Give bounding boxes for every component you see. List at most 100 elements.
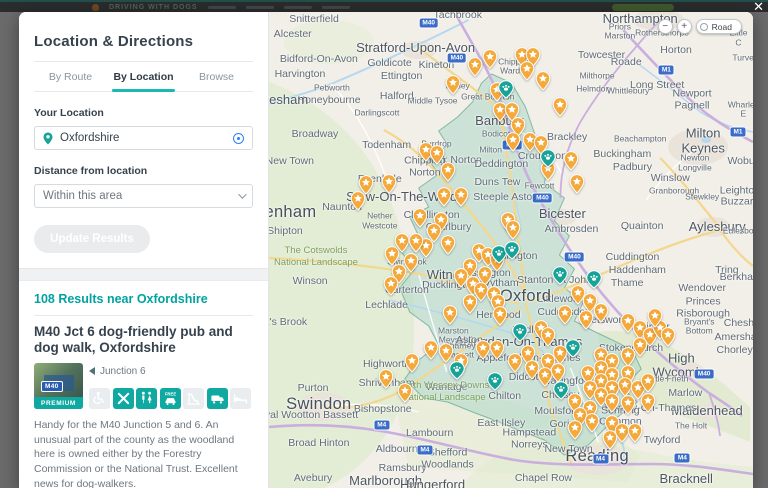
map-place-label: Lambourn — [406, 428, 453, 440]
map-place-label: Halford — [380, 91, 414, 103]
map-place-label: New Town — [544, 444, 592, 456]
map-overlay-layers: SnitterfieldTachbrookNorthamptonRotherst… — [269, 12, 753, 488]
map-pin-paw[interactable] — [498, 80, 514, 104]
map-style-label: Road — [712, 22, 732, 32]
map-pin-star[interactable] — [446, 75, 461, 100]
premium-badge: PREMIUM — [34, 397, 83, 409]
map-place-label: Snitterfield — [289, 14, 339, 26]
map-pin-star[interactable] — [578, 310, 593, 335]
map-place-label: Horton — [660, 45, 692, 57]
map-canvas[interactable]: SnitterfieldTachbrookNorthamptonRotherst… — [268, 12, 753, 488]
map-pin-star[interactable] — [536, 71, 551, 96]
distance-select[interactable]: Within this area — [34, 184, 253, 208]
map-place-label: Towcester — [578, 50, 625, 62]
map-pin-paw[interactable] — [504, 241, 520, 265]
map-zoom-out-button[interactable]: − — [658, 19, 673, 34]
map-pin-paw[interactable] — [553, 381, 569, 405]
map-pin-paw[interactable] — [449, 361, 465, 385]
map-pin-star[interactable] — [568, 420, 583, 445]
location-input[interactable]: Oxfordshire — [34, 126, 253, 150]
result-item[interactable]: M40 Jct 6 dog-friendly pub and dog walk,… — [34, 324, 253, 488]
map-place-label: Royal Wootton Bassett — [268, 410, 358, 422]
map-pin-star[interactable] — [378, 369, 393, 394]
map-place-label: Quainton — [621, 221, 664, 233]
map-pin-star[interactable] — [490, 340, 505, 365]
map-place-label: Bracknell — [659, 472, 712, 486]
amenity-wheelchair-icon — [89, 388, 110, 409]
map-pin-paw[interactable] — [565, 339, 581, 363]
map-place-label: The Holt — [675, 421, 707, 430]
map-place-label: Leighton Buzzard — [720, 185, 753, 208]
map-place-label: Cuddington — [606, 252, 660, 264]
result-title[interactable]: M40 Jct 6 dog-friendly pub and dog walk,… — [34, 324, 253, 357]
map-pin-star[interactable] — [467, 57, 482, 82]
map-pin-star[interactable] — [394, 233, 409, 258]
map-pin-star[interactable] — [463, 294, 478, 319]
map-pin-star[interactable] — [351, 191, 366, 216]
modal-close-button[interactable]: ✕ — [753, 1, 764, 14]
map-pin-star[interactable] — [508, 353, 523, 378]
map-pin-star[interactable] — [440, 235, 455, 260]
tab-browse[interactable]: Browse — [180, 62, 253, 91]
map-road-shield: M40 — [447, 54, 466, 63]
map-place-label: Broad Hinton — [288, 438, 349, 450]
screen: DRIVING WITH DOGS ✕ Location & Direction… — [0, 0, 768, 488]
map-place-label: Marlborough — [349, 474, 422, 488]
map-pin-star[interactable] — [482, 49, 497, 74]
map-pin-star[interactable] — [603, 430, 618, 455]
search-panel: Location & Directions By Route By Locati… — [19, 12, 268, 488]
update-results-button[interactable]: Update Results — [34, 225, 150, 253]
map-pin-star[interactable] — [570, 174, 585, 199]
map-pin-paw[interactable] — [512, 323, 528, 347]
map-pin-star[interactable] — [553, 97, 568, 122]
map-pin-star[interactable] — [383, 276, 398, 301]
map-place-label: Long Street — [630, 80, 684, 92]
use-my-location-icon[interactable] — [233, 133, 244, 144]
map-pin-paw[interactable] — [586, 270, 602, 294]
map-pin-star[interactable] — [381, 174, 396, 199]
result-description: Handy for the M40 Junction 5 and 6. An u… — [34, 418, 253, 488]
map-place-label: Aylesbury — [689, 220, 746, 234]
map-pin-star[interactable] — [408, 233, 423, 258]
tab-by-route[interactable]: By Route — [34, 62, 107, 91]
map-pin-star[interactable] — [558, 305, 573, 330]
map-pin-star[interactable] — [593, 303, 608, 328]
map-pin-paw[interactable] — [487, 372, 503, 396]
map-pin-star[interactable] — [423, 340, 438, 365]
map-place-label: Purton — [298, 383, 329, 395]
map-pin-star[interactable] — [398, 383, 413, 408]
map-place-label: East Ilsley — [477, 418, 525, 430]
map-place-label: t's Brook — [268, 317, 307, 329]
map-pin-paw[interactable] — [540, 149, 556, 173]
map-zoom-in-button[interactable]: + — [677, 19, 692, 34]
section-divider — [19, 268, 268, 281]
map-pin-paw[interactable] — [552, 266, 568, 290]
map-place-label: Duns Tew — [474, 177, 520, 189]
map-pin-star[interactable] — [520, 61, 535, 86]
map-pin-star[interactable] — [628, 423, 643, 448]
map-pin-star[interactable] — [585, 413, 600, 438]
map-place-label: Berkhamsted — [720, 272, 753, 284]
map-place-label: Chorleywood — [717, 345, 753, 357]
map-pin-star[interactable] — [404, 353, 419, 378]
map-pin-star[interactable] — [493, 306, 508, 331]
map-pin-star[interactable] — [442, 305, 457, 330]
map-pin-star[interactable] — [506, 132, 521, 157]
result-thumbnail[interactable]: M40PREMIUM — [34, 363, 83, 409]
map-style-button[interactable]: Road — [696, 19, 742, 34]
map-pin-star[interactable] — [563, 151, 578, 176]
map-place-label: Ambrosden — [545, 224, 599, 236]
map-place-label: Newton Longville — [678, 154, 712, 173]
map-pin-star[interactable] — [453, 187, 468, 212]
tab-by-location[interactable]: By Location — [107, 62, 180, 91]
map-place-label: Twyford — [644, 435, 681, 447]
map-pin-star[interactable] — [621, 395, 636, 420]
map-place-label: Helmdon — [576, 84, 610, 93]
map-pin-star[interactable] — [641, 393, 656, 418]
map-pin-star[interactable] — [440, 162, 455, 187]
map-pin-star[interactable] — [661, 327, 676, 352]
map-pin-star[interactable] — [436, 187, 451, 212]
map-road-shield: M40 — [419, 18, 438, 27]
map-pin-star[interactable] — [476, 340, 491, 365]
map-place-label: Honeybourne — [297, 95, 360, 107]
